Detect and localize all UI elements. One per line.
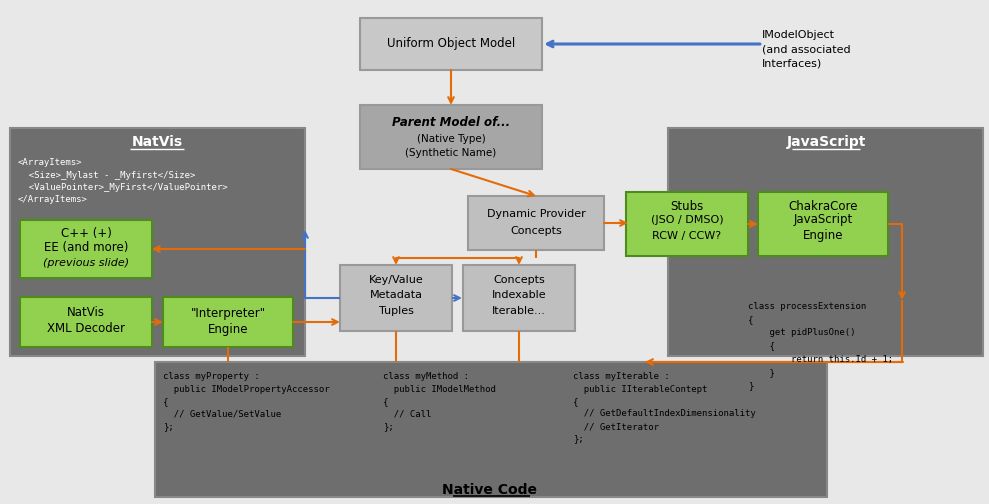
Text: Indexable: Indexable [492, 290, 546, 300]
Text: RCW / CCW?: RCW / CCW? [653, 231, 722, 241]
Bar [20, 220, 152, 278]
Text: Concepts: Concepts [494, 275, 545, 285]
Text: Native Code: Native Code [442, 483, 537, 497]
Bar [340, 265, 452, 331]
Text: Key/Value: Key/Value [369, 275, 423, 285]
Text: XML Decoder: XML Decoder [47, 323, 125, 336]
Bar [668, 128, 983, 356]
Text: EE (and more): EE (and more) [44, 241, 129, 255]
Text: NatVis: NatVis [132, 135, 183, 149]
Text: class myProperty :
  public IModelPropertyAccessor
{
  // GetValue/SetValue
};: class myProperty : public IModelProperty… [163, 372, 329, 431]
Text: class myMethod :
  public IModelMethod
{
  // Call
};: class myMethod : public IModelMethod { /… [383, 372, 495, 431]
Text: Engine: Engine [803, 229, 844, 242]
Bar [626, 192, 748, 256]
Bar [468, 196, 604, 250]
Text: Dynamic Provider: Dynamic Provider [487, 209, 585, 219]
Text: JavaScript: JavaScript [786, 135, 865, 149]
Text: "Interpreter": "Interpreter" [191, 306, 266, 320]
Text: ChakraCore: ChakraCore [788, 200, 857, 213]
Text: Parent Model of...: Parent Model of... [392, 115, 510, 129]
Text: <ArrayItems>
  <Size>_Mylast - _Myfirst</Size>
  <ValuePointer>_MyFirst</ValuePo: <ArrayItems> <Size>_Mylast - _Myfirst</S… [18, 158, 227, 205]
Text: C++ (+): C++ (+) [60, 227, 112, 240]
Text: JavaScript: JavaScript [793, 214, 853, 226]
Bar [463, 265, 575, 331]
Text: NatVis: NatVis [67, 306, 105, 320]
Text: Metadata: Metadata [370, 290, 422, 300]
Bar [163, 297, 293, 347]
Text: Stubs: Stubs [671, 200, 703, 213]
Text: (JSO / DMSO): (JSO / DMSO) [651, 215, 723, 225]
Text: Concepts: Concepts [510, 226, 562, 236]
Bar [10, 128, 305, 356]
Text: class myIterable :
  public IIterableContept
{
  // GetDefaultIndexDimensionalit: class myIterable : public IIterableConte… [573, 372, 756, 444]
Text: (previous slide): (previous slide) [43, 258, 129, 268]
Bar [360, 18, 542, 70]
Bar [155, 362, 827, 497]
Bar [20, 297, 152, 347]
Bar [360, 105, 542, 169]
Text: Iterable...: Iterable... [493, 306, 546, 316]
Bar [758, 192, 888, 256]
Text: IModelObject
(and associated
Interfaces): IModelObject (and associated Interfaces) [762, 30, 851, 68]
Text: (Native Type): (Native Type) [416, 134, 486, 144]
Text: (Synthetic Name): (Synthetic Name) [405, 148, 496, 158]
Text: Engine: Engine [208, 323, 248, 336]
Text: Tuples: Tuples [379, 306, 413, 316]
Text: class processExtension
{
    get pidPlusOne()
    {
        return this.Id + 1;
: class processExtension { get pidPlusOne(… [748, 302, 893, 390]
Text: Uniform Object Model: Uniform Object Model [387, 37, 515, 50]
